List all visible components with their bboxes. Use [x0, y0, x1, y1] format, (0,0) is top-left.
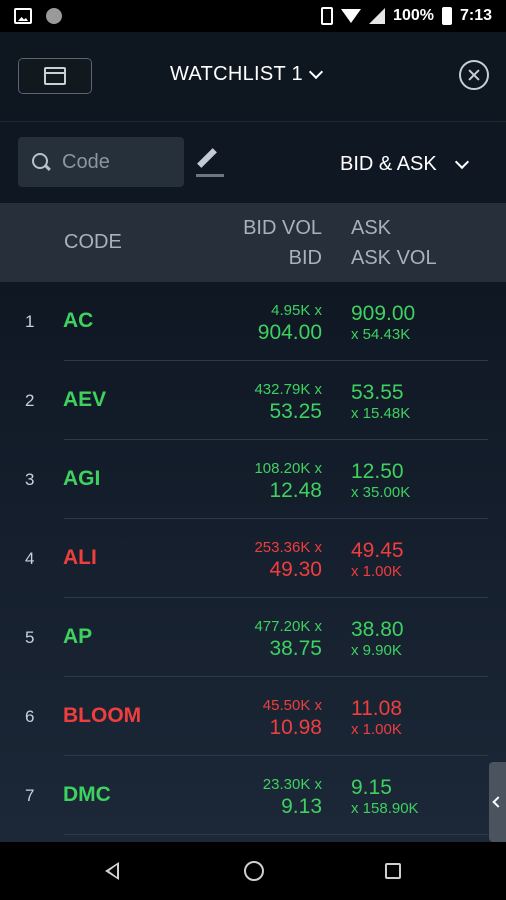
table-row[interactable]: 3 AGI 108.20K x 12.48 12.50 x 35.00K — [0, 440, 506, 519]
vibrate-icon — [321, 7, 334, 25]
row-divider — [64, 518, 488, 519]
stock-code[interactable]: AC — [63, 309, 94, 332]
chevron-down-icon — [454, 154, 469, 169]
column-bid-vol[interactable]: BID VOL — [243, 217, 322, 239]
search-row: BID & ASK — [0, 123, 506, 203]
table-row[interactable]: 1 AC 4.95K x 904.00 909.00 x 54.43K — [0, 282, 506, 361]
edit-icon[interactable] — [196, 145, 224, 179]
column-bid[interactable]: BID — [288, 247, 322, 269]
bid-volume: 253.36K x — [254, 539, 322, 556]
column-code[interactable]: CODE — [64, 231, 122, 253]
column-ask[interactable]: ASK — [351, 217, 392, 239]
table-row[interactable]: 5 AP 477.20K x 38.75 38.80 x 9.90K — [0, 598, 506, 677]
mode-label: BID & ASK — [340, 153, 437, 175]
ask-price: 12.50 — [351, 460, 404, 483]
stock-code[interactable]: AP — [63, 625, 93, 648]
clock: 7:13 — [459, 7, 492, 24]
navigation-bar — [0, 842, 506, 900]
row-rank: 2 — [25, 391, 35, 410]
bid-price: 12.48 — [269, 479, 322, 502]
bid-price: 38.75 — [269, 637, 322, 660]
ask-volume: x 1.00K — [351, 721, 402, 738]
signal-icon — [369, 8, 386, 24]
ask-volume: x 9.90K — [351, 642, 402, 659]
watchlist-selector[interactable]: WATCHLIST 1 — [170, 63, 324, 86]
table-row[interactable]: 2 AEV 432.79K x 53.25 53.55 x 15.48K — [0, 361, 506, 440]
row-rank: 4 — [25, 549, 35, 568]
row-rank: 1 — [25, 312, 35, 331]
wifi-icon — [341, 9, 362, 23]
recents-icon[interactable] — [385, 863, 401, 879]
bid-volume: 23.30K x — [262, 776, 322, 793]
back-icon[interactable] — [105, 862, 119, 880]
bid-volume: 477.20K x — [254, 618, 322, 635]
bid-price: 904.00 — [257, 321, 322, 344]
table-row[interactable]: 7 DMC 23.30K x 9.13 9.15 x 158.90K — [0, 756, 506, 835]
bid-volume: 45.50K x — [262, 697, 322, 714]
bid-ask-mode-select[interactable]: BID & ASK — [340, 153, 469, 176]
battery-icon — [441, 7, 452, 25]
bid-price: 9.13 — [281, 795, 322, 818]
column-ask-vol[interactable]: ASK VOL — [351, 247, 437, 269]
status-bar: 100% 7:13 — [0, 0, 506, 32]
ask-price: 909.00 — [351, 302, 416, 325]
stock-code[interactable]: ALI — [63, 546, 97, 569]
stock-code[interactable]: AEV — [63, 388, 107, 411]
bid-price: 53.25 — [269, 400, 322, 423]
table-row[interactable]: 4 ALI 253.36K x 49.30 49.45 x 1.00K — [0, 519, 506, 598]
row-rank: 6 — [25, 707, 35, 726]
ask-volume: x 35.00K — [351, 484, 411, 501]
chevron-down-icon — [308, 64, 324, 79]
row-divider — [64, 597, 488, 598]
stock-code[interactable]: AGI — [63, 467, 101, 490]
side-drawer-handle[interactable] — [489, 762, 506, 842]
ask-price: 38.80 — [351, 618, 404, 641]
search-box — [18, 137, 184, 187]
bid-volume: 108.20K x — [254, 460, 322, 477]
card-view-icon — [44, 67, 66, 85]
row-divider — [64, 755, 488, 756]
ask-price: 11.08 — [351, 697, 402, 720]
stock-code[interactable]: DMC — [63, 783, 111, 806]
watchlist-title: WATCHLIST 1 — [170, 63, 303, 85]
row-rank: 7 — [25, 786, 35, 805]
ask-price: 53.55 — [351, 381, 404, 404]
search-icon — [32, 153, 50, 171]
ask-volume: x 1.00K — [351, 563, 402, 580]
bid-volume: 4.95K x — [271, 302, 322, 319]
ask-volume: x 15.48K — [351, 405, 411, 422]
notification-dot-icon — [46, 8, 62, 24]
row-rank: 5 — [25, 628, 35, 647]
stock-code[interactable]: BLOOM — [63, 704, 142, 727]
ask-price: 49.45 — [351, 539, 404, 562]
card-view-button[interactable] — [19, 59, 91, 93]
bid-volume: 432.79K x — [254, 381, 322, 398]
image-icon — [14, 8, 32, 24]
ask-volume: x 54.43K — [351, 326, 411, 343]
row-divider — [64, 360, 488, 361]
row-divider — [64, 439, 488, 440]
bid-price: 10.98 — [269, 716, 322, 739]
close-icon[interactable] — [459, 60, 489, 90]
row-divider — [64, 676, 488, 677]
row-rank: 3 — [25, 470, 35, 489]
bid-price: 49.30 — [269, 558, 322, 581]
ask-price: 9.15 — [351, 776, 392, 799]
view-toggle — [18, 58, 92, 94]
table-row[interactable]: 6 BLOOM 45.50K x 10.98 11.08 x 1.00K — [0, 677, 506, 756]
watchlist-table: 1 AC 4.95K x 904.00 909.00 x 54.43K 2 AE… — [0, 282, 506, 842]
search-input[interactable] — [62, 150, 172, 174]
row-divider — [64, 834, 488, 835]
battery-percent: 100% — [393, 7, 434, 24]
home-icon[interactable] — [244, 861, 264, 881]
app-header: WATCHLIST 1 — [0, 32, 506, 122]
ask-volume: x 158.90K — [351, 800, 419, 817]
column-header: CODE BID VOL BID ASK ASK VOL — [0, 203, 506, 282]
